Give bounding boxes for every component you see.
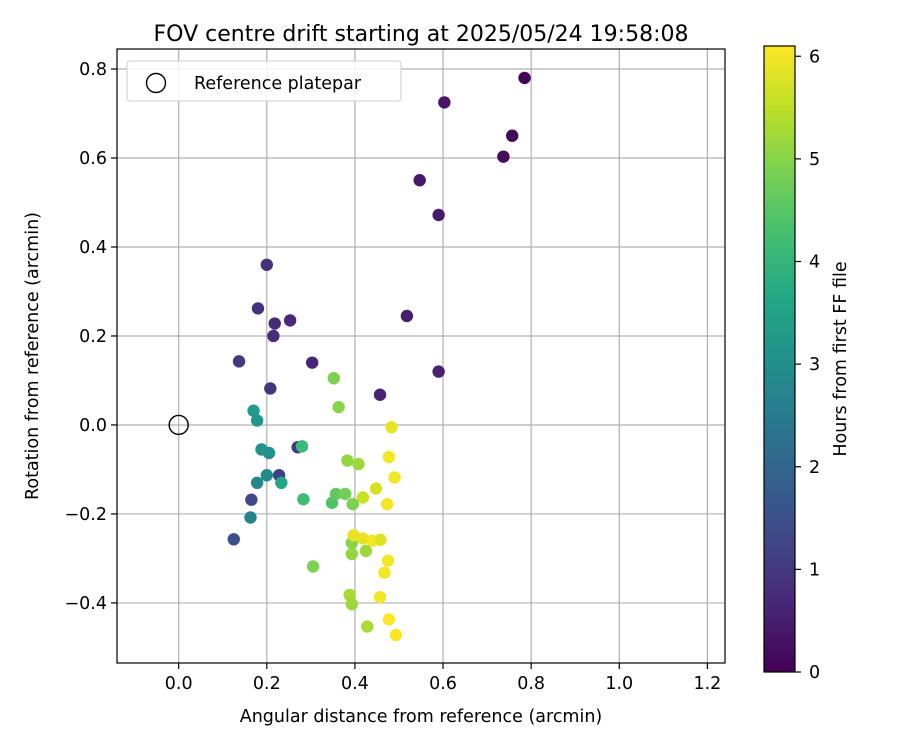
colorbar-gradient <box>763 45 796 673</box>
data-point <box>374 533 387 546</box>
colorbar: 0 1 2 3 4 5 6 Hours from first FF file <box>763 45 851 683</box>
data-point <box>247 404 260 417</box>
data-point <box>275 476 288 490</box>
colorbar-ticks: 0 1 2 3 4 5 6 <box>795 47 820 683</box>
data-point <box>356 491 370 504</box>
data-point <box>432 208 445 222</box>
data-point <box>245 493 258 506</box>
data-point <box>373 590 387 604</box>
data-point <box>382 450 396 464</box>
data-point <box>250 476 264 490</box>
data-point <box>260 258 273 271</box>
data-point <box>506 129 519 142</box>
y-tick-label: −0.4 <box>65 594 108 614</box>
x-tick-label: 0.2 <box>253 674 281 694</box>
data-point <box>378 566 391 579</box>
data-point <box>332 400 345 414</box>
data-point <box>267 329 280 343</box>
reference-marker <box>168 414 189 436</box>
data-point <box>382 613 396 626</box>
colorbar-tick-label: 0 <box>809 663 820 683</box>
data-point <box>232 355 246 368</box>
data-point <box>356 532 370 545</box>
data-point <box>260 469 273 482</box>
plot-frame <box>116 48 726 664</box>
x-axis-ticks: 0.0 0.2 0.4 0.6 0.8 1.0 1.2 <box>165 663 721 694</box>
y-axis-label: Rotation from reference (arcmin) <box>23 212 43 500</box>
data-point <box>283 314 297 327</box>
y-tick-label: 0.0 <box>79 416 107 436</box>
data-point <box>295 440 309 453</box>
data-point <box>373 388 387 401</box>
data-point <box>255 443 268 456</box>
legend-marker-reference <box>145 72 167 94</box>
data-point <box>345 598 359 611</box>
x-tick-label: 0.4 <box>341 674 369 694</box>
data-point <box>305 356 319 369</box>
data-point <box>268 317 281 330</box>
data-point <box>306 560 320 573</box>
x-tick-label: 0.6 <box>429 674 457 694</box>
data-point <box>341 454 354 467</box>
data-point <box>438 96 451 109</box>
data-point <box>345 547 359 561</box>
x-tick-label: 0.8 <box>517 674 545 694</box>
data-point <box>413 174 426 187</box>
data-point <box>346 497 359 511</box>
data-point <box>518 71 531 85</box>
y-tick-label: 0.2 <box>79 327 107 347</box>
colorbar-tick-label: 4 <box>809 253 820 273</box>
data-point <box>400 309 414 323</box>
x-tick-label: 1.0 <box>605 674 633 694</box>
data-point <box>352 457 365 471</box>
x-axis-label: Angular distance from reference (arcmin) <box>240 707 603 727</box>
y-tick-label: 0.4 <box>79 238 107 258</box>
x-tick-label: 1.2 <box>693 674 721 694</box>
y-tick-label: 0.8 <box>79 60 107 80</box>
colorbar-tick-label: 3 <box>809 355 820 375</box>
y-tick-label: 0.6 <box>79 149 107 169</box>
data-point <box>329 487 343 501</box>
data-point <box>361 620 374 633</box>
data-point <box>381 554 395 567</box>
data-point <box>380 497 394 511</box>
data-point <box>227 533 240 546</box>
chart-title: FOV centre drift starting at 2025/05/24 … <box>154 22 689 47</box>
data-point <box>297 493 310 506</box>
data-point <box>432 365 445 378</box>
colorbar-tick-label: 1 <box>809 560 820 580</box>
data-point <box>385 420 398 434</box>
data-point <box>251 302 265 315</box>
data-point <box>343 588 356 602</box>
data-point <box>264 382 277 395</box>
data-point <box>339 487 352 501</box>
y-axis-ticks: −0.4 −0.2 0.0 0.2 0.4 0.6 0.8 <box>65 60 117 614</box>
colorbar-tick-label: 2 <box>809 458 820 478</box>
data-point <box>497 150 510 163</box>
grid-lines <box>117 49 725 663</box>
data-point <box>327 372 340 385</box>
data-point <box>250 414 264 427</box>
colorbar-label: Hours from first FF file <box>831 261 851 456</box>
legend-box <box>126 60 402 102</box>
legend-label-reference: Reference platepar <box>194 74 362 94</box>
data-point <box>389 628 403 642</box>
data-points <box>227 71 531 642</box>
data-point <box>244 511 257 524</box>
y-tick-label: −0.2 <box>65 505 108 525</box>
data-point <box>359 544 373 558</box>
data-point <box>388 471 401 484</box>
x-tick-label: 0.0 <box>165 674 193 694</box>
colorbar-tick-label: 5 <box>809 150 820 170</box>
legend: Reference platepar <box>126 60 402 102</box>
data-point <box>369 482 383 495</box>
colorbar-tick-label: 6 <box>809 47 820 67</box>
